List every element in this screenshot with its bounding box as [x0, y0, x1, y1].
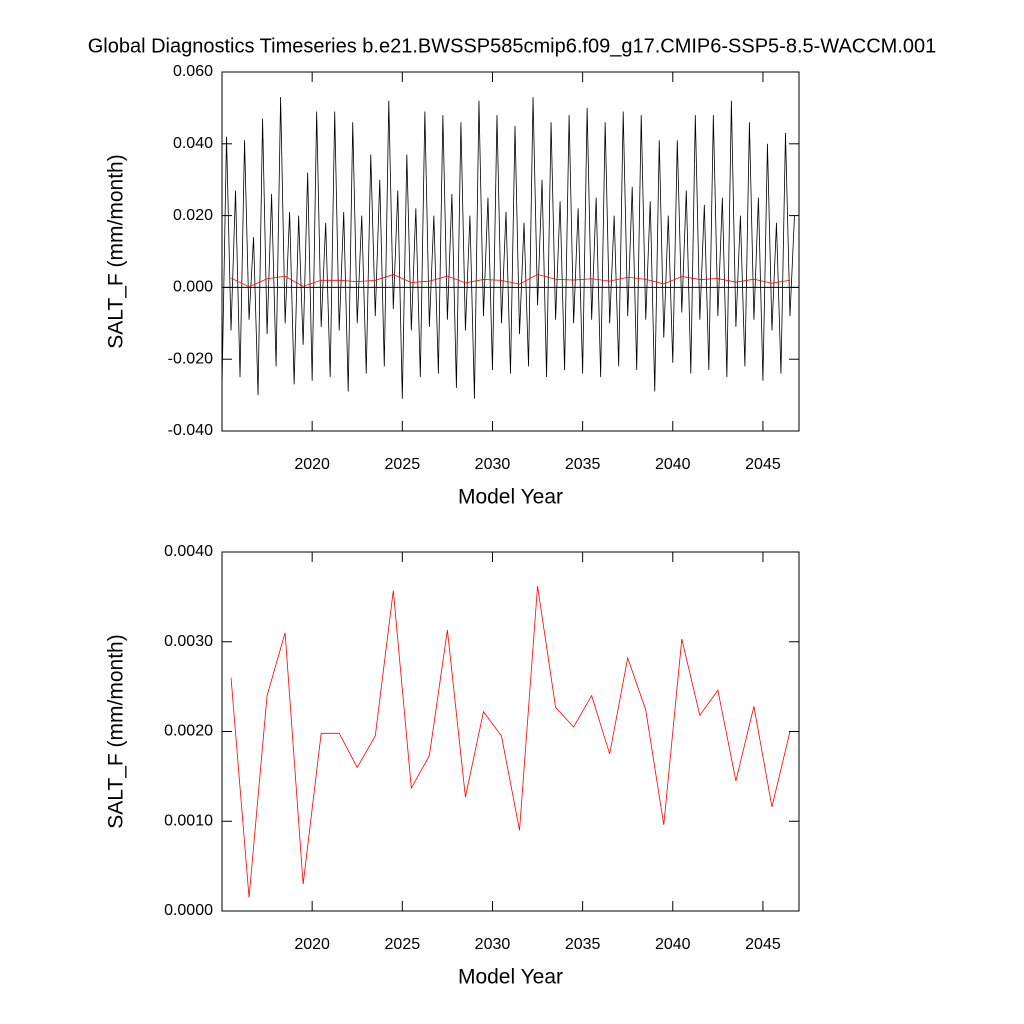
- y-tick-label: 0.0030: [164, 633, 213, 650]
- x-tick-label: 2025: [385, 936, 421, 953]
- x-axis-title: Model Year: [458, 486, 563, 509]
- y-tick-label: 0.040: [173, 135, 213, 152]
- y-tick-label: 0.0020: [164, 723, 213, 740]
- plot-frame: [221, 71, 800, 432]
- y-tick-label: 0.060: [173, 63, 213, 80]
- x-tick-label: 2035: [565, 456, 601, 473]
- y-tick-label: 0.0000: [164, 902, 213, 919]
- x-tick-label: 2045: [745, 456, 781, 473]
- x-tick-label: 2040: [655, 936, 691, 953]
- series-line: [221, 97, 795, 399]
- x-tick-label: 2045: [745, 936, 781, 953]
- x-tick-label: 2030: [475, 456, 511, 473]
- chart-title: Global Diagnostics Timeseries b.e21.BWSS…: [88, 35, 937, 57]
- x-tick-label: 2035: [565, 936, 601, 953]
- series-line: [230, 586, 791, 898]
- x-tick-label: 2020: [294, 936, 330, 953]
- y-axis-title: SALT_F (mm/month): [105, 154, 128, 348]
- y-tick-label: -0.020: [168, 350, 213, 367]
- x-tick-label: 2040: [655, 456, 691, 473]
- x-tick-label: 2025: [385, 456, 421, 473]
- plot-frame: [221, 551, 800, 912]
- y-tick-label: -0.040: [168, 422, 213, 439]
- y-tick-label: 0.0040: [164, 543, 213, 560]
- y-axis-title: SALT_F (mm/month): [105, 634, 128, 828]
- y-tick-label: 0.000: [173, 279, 213, 296]
- y-tick-label: 0.0010: [164, 812, 213, 829]
- x-axis-title: Model Year: [458, 966, 563, 989]
- y-tick-label: 0.020: [173, 207, 213, 224]
- x-tick-label: 2030: [475, 936, 511, 953]
- x-tick-label: 2020: [294, 456, 330, 473]
- series-line: [230, 273, 791, 288]
